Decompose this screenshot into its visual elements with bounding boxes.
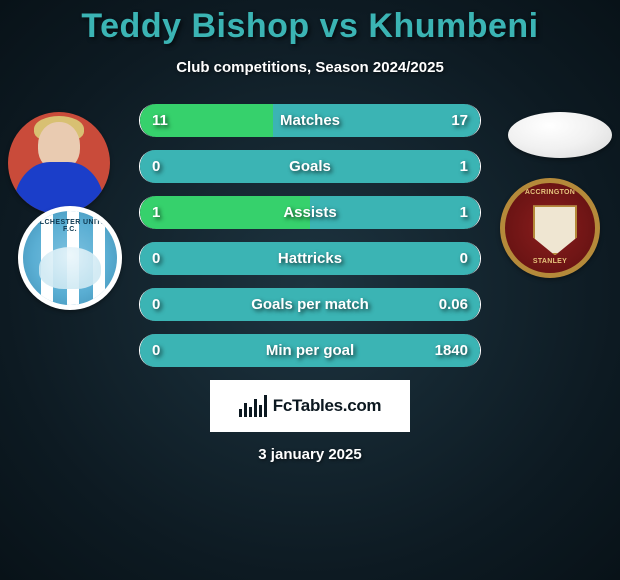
subtitle: Club competitions, Season 2024/2025 (0, 59, 620, 76)
crest-eagle-icon (39, 247, 101, 289)
bar-chart-icon (239, 395, 267, 417)
title-player2: Khumbeni (368, 7, 538, 45)
player2-placeholder (508, 112, 612, 158)
stat-bar: 1117Matches (139, 104, 481, 137)
stat-bar: 01840Min per goal (139, 334, 481, 367)
comparison-infographic: Teddy Bishop vs Khumbeni Club competitio… (0, 0, 620, 580)
stat-label: Hattricks (140, 242, 480, 275)
club-crest-right: ACCRINGTON STANLEY (500, 178, 600, 278)
stat-bar: 00Hattricks (139, 242, 481, 275)
title-player1: Teddy Bishop (81, 7, 309, 45)
crest-right-text-top: ACCRINGTON (505, 189, 595, 196)
crest-right-text-bottom: STANLEY (505, 258, 595, 265)
stat-bar: 11Assists (139, 196, 481, 229)
stat-bars: 1117Matches 01Goals 11Assists 00Hattricks 00… (139, 104, 481, 367)
player1-photo (8, 112, 110, 214)
stat-label: Matches (140, 104, 480, 137)
stat-bar: 00.06Goals per match (139, 288, 481, 321)
stat-bar: 01Goals (139, 150, 481, 183)
comparison-stage: COLCHESTER UNITED F.C. ACCRINGTON STANLE… (0, 104, 620, 367)
watermark: FcTables.com (210, 380, 410, 432)
stat-label: Min per goal (140, 334, 480, 367)
crest-shield-icon (533, 205, 577, 255)
watermark-text: FcTables.com (273, 396, 382, 416)
stat-label: Assists (140, 196, 480, 229)
page-title: Teddy Bishop vs Khumbeni (0, 8, 620, 45)
stat-label: Goals per match (140, 288, 480, 321)
title-vs: vs (320, 7, 359, 45)
stat-label: Goals (140, 150, 480, 183)
club-crest-left: COLCHESTER UNITED F.C. (18, 206, 122, 310)
date-text: 3 january 2025 (0, 446, 620, 463)
crest-left-text: COLCHESTER UNITED F.C. (23, 219, 117, 233)
